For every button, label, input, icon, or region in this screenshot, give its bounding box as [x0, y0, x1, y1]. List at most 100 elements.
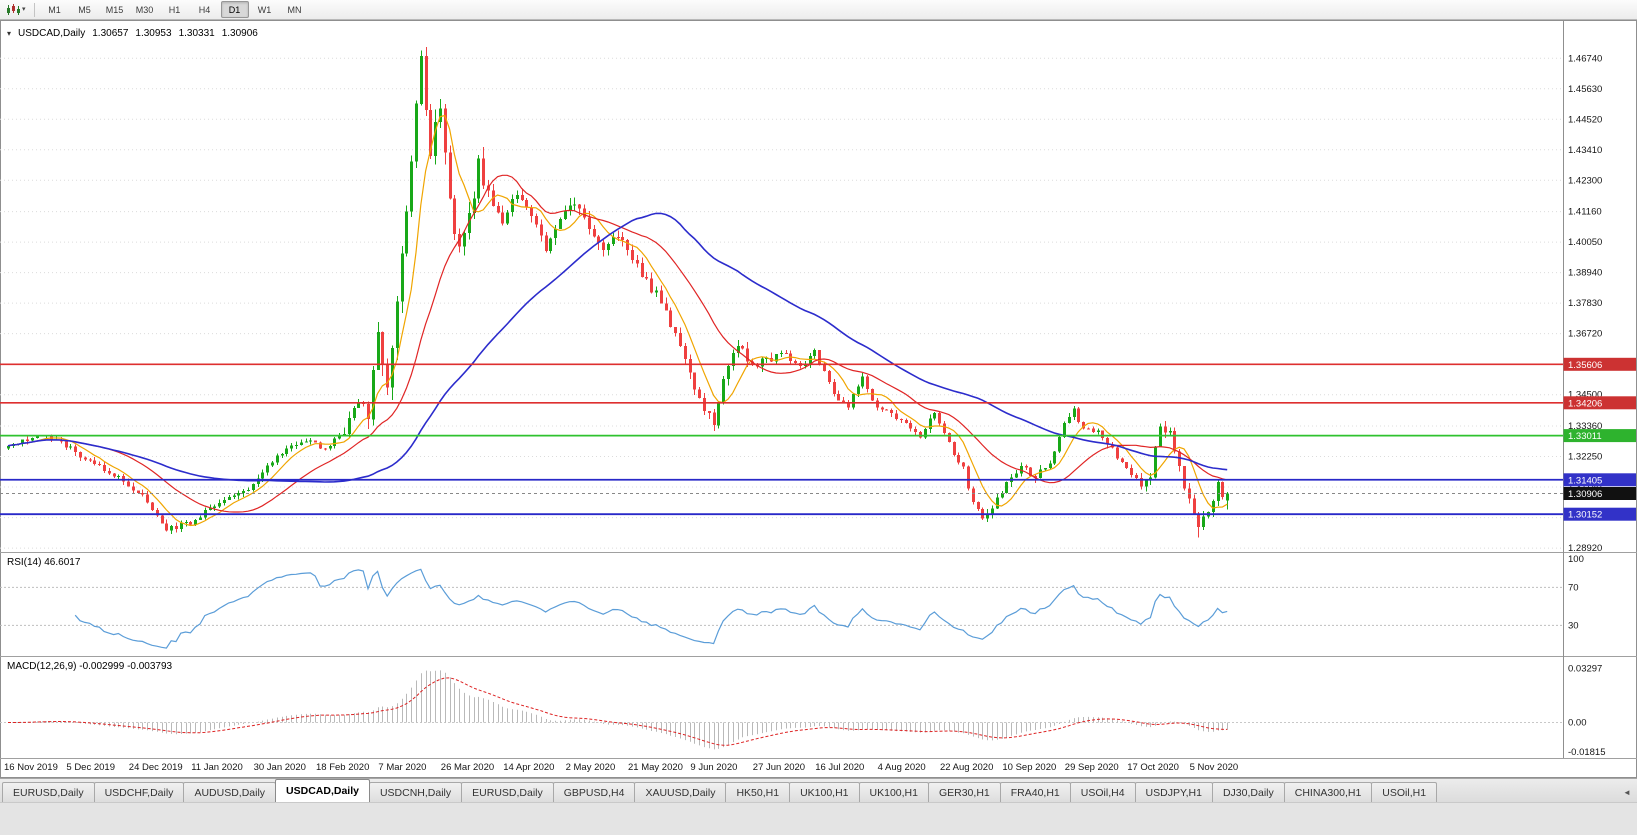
svg-text:1.40050: 1.40050 [1568, 237, 1602, 248]
date-tick-label: 10 Sep 2020 [1002, 762, 1056, 773]
tab-audusd-daily[interactable]: AUDUSD,Daily [183, 782, 277, 802]
low-value: 1.30331 [178, 28, 215, 39]
date-tick-label: 2 May 2020 [566, 762, 616, 773]
tab-usoil-h4[interactable]: USOil,H4 [1069, 782, 1136, 802]
tab-fra40-h1[interactable]: FRA40,H1 [999, 782, 1071, 802]
top-toolbar: ▾ M1 M5 M15 M30 H1 H4 D1 W1 MN [0, 0, 1637, 20]
bottom-strip [0, 802, 1637, 835]
svg-text:1.37830: 1.37830 [1568, 298, 1602, 309]
price-chart[interactable]: 1.46740 1.45630 1.44520 1.43410 1.42300 1.411… [0, 20, 1637, 778]
tab-usdchf-daily[interactable]: USDCHF,Daily [93, 782, 185, 802]
date-tick-label: 5 Nov 2020 [1190, 762, 1239, 773]
date-tick-label: 7 Mar 2020 [378, 762, 426, 773]
tab-eurusd-daily[interactable]: EURUSD,Daily [461, 782, 554, 802]
date-tick-label: 24 Dec 2019 [129, 762, 183, 773]
date-tick-label: 29 Sep 2020 [1065, 762, 1119, 773]
tab-gbpusd-h4[interactable]: GBPUSD,H4 [552, 782, 636, 802]
timeframe-button-m5[interactable]: M5 [78, 4, 91, 15]
tab-usdcad-daily[interactable]: USDCAD,Daily [275, 779, 370, 802]
macd-label: MACD(12,26,9) -0.002999 -0.003793 [7, 661, 173, 672]
date-tick-label: 16 Nov 2019 [4, 762, 58, 773]
date-tick-label: 5 Dec 2019 [66, 762, 115, 773]
rsi-pane [0, 568, 1563, 649]
close-value: 1.30906 [221, 28, 258, 39]
svg-text:-0.01815: -0.01815 [1568, 747, 1606, 758]
timeframe-button-d1[interactable]: D1 [220, 1, 249, 18]
svg-text:1.33360: 1.33360 [1568, 421, 1602, 432]
symbol-label: USDCAD,Daily [18, 28, 86, 39]
timeframe-button-m30[interactable]: M30 [135, 4, 154, 15]
svg-text:1.45630: 1.45630 [1568, 84, 1602, 95]
tab-uk100-h1[interactable]: UK100,H1 [858, 782, 929, 802]
price-badge [1563, 357, 1636, 371]
svg-text:1.35606: 1.35606 [1568, 360, 1602, 371]
chevron-down-icon: ▾ [22, 6, 26, 13]
timeframe-buttons-group: M1 M5 M15 M30 H1 H4 D1 W1 MN [40, 1, 310, 18]
tab-ger30-h1[interactable]: GER30,H1 [927, 782, 1001, 802]
chart-window[interactable]: 1.46740 1.45630 1.44520 1.43410 1.42300 1.411… [0, 20, 1637, 778]
date-tick-label: 27 Jun 2020 [753, 762, 805, 773]
timeframe-button-m15[interactable]: M15 [105, 4, 124, 15]
tab-usdjpy-h1[interactable]: USDJPY,H1 [1134, 782, 1213, 802]
date-tick-label: 18 Feb 2020 [316, 762, 369, 773]
svg-text:1.46740: 1.46740 [1568, 53, 1602, 64]
date-tick-label: 26 Mar 2020 [441, 762, 494, 773]
tab-usdcnh-daily[interactable]: USDCNH,Daily [368, 782, 463, 802]
timeframe-button-mn[interactable]: MN [287, 4, 302, 15]
timeframe-button-w1[interactable]: W1 [257, 4, 272, 15]
svg-text:1.38940: 1.38940 [1568, 268, 1602, 279]
rsi-label: RSI(14) 46.6017 [7, 557, 81, 568]
date-tick-label: 14 Apr 2020 [503, 762, 554, 773]
svg-text:1.32250: 1.32250 [1568, 452, 1602, 463]
date-tick-label: 21 May 2020 [628, 762, 683, 773]
price-badge [1563, 429, 1636, 443]
date-tick-label: 11 Jan 2020 [191, 762, 243, 773]
svg-text:1.33011: 1.33011 [1568, 431, 1602, 442]
date-tick-label: 22 Aug 2020 [940, 762, 993, 773]
symbol-ohlc-line: ▾ USDCAD,Daily 1.30657 1.30953 1.30331 1… [7, 28, 258, 39]
tab-eurusd-daily[interactable]: EURUSD,Daily [2, 782, 95, 802]
svg-text:70: 70 [1568, 582, 1579, 593]
tab-scroll-left-icon[interactable]: ◄ [1623, 788, 1631, 797]
toolbar-separator [33, 2, 35, 17]
svg-text:1.28920: 1.28920 [1568, 543, 1602, 554]
date-tick-label: 30 Jan 2020 [254, 762, 306, 773]
chart-tabs-bar: EURUSD,Daily USDCHF,Daily AUDUSD,Daily USDC… [0, 778, 1637, 802]
svg-text:1.36720: 1.36720 [1568, 329, 1602, 340]
chart-menu-icon[interactable]: ▾ [7, 29, 12, 38]
svg-text:0.00: 0.00 [1568, 718, 1587, 729]
svg-text:100: 100 [1568, 554, 1584, 565]
moving-averages-layer [7, 114, 1228, 527]
svg-text:1.34206: 1.34206 [1568, 398, 1602, 409]
svg-text:1.42300: 1.42300 [1568, 175, 1602, 186]
high-value: 1.30953 [135, 28, 172, 39]
tab-china300-h1[interactable]: CHINA300,H1 [1283, 782, 1373, 802]
svg-text:1.34500: 1.34500 [1568, 390, 1602, 401]
timeframe-button-h4[interactable]: H4 [198, 4, 211, 15]
price-badge [1563, 473, 1636, 487]
timeframe-button-m1[interactable]: M1 [48, 4, 61, 15]
tab-xauusd-daily[interactable]: XAUUSD,Daily [634, 782, 727, 802]
tab-hk50-h1[interactable]: HK50,H1 [725, 782, 791, 802]
open-value: 1.30657 [92, 28, 129, 39]
date-tick-label: 17 Oct 2020 [1127, 762, 1179, 773]
candlestick-chart-icon [7, 3, 20, 15]
tab-dj30-daily[interactable]: DJ30,Daily [1211, 782, 1285, 802]
svg-text:1.41160: 1.41160 [1568, 207, 1602, 218]
price-badge [1563, 396, 1636, 410]
macd-pane [0, 670, 1563, 750]
tab-uk100-h1[interactable]: UK100,H1 [789, 782, 860, 802]
tab-usoil-h1[interactable]: USOil,H1 [1371, 782, 1438, 802]
svg-text:0.03297: 0.03297 [1568, 664, 1602, 675]
chart-type-button[interactable]: ▾ [3, 3, 29, 17]
price-badge [1563, 507, 1636, 521]
timeframe-button-h1[interactable]: H1 [168, 4, 181, 15]
horizontal-levels-layer[interactable] [0, 363, 1563, 516]
svg-text:1.31405: 1.31405 [1568, 475, 1602, 486]
price-badges-layer: 1.35606 1.34206 1.33011 1.31405 1.30906 1.301… [1563, 357, 1636, 521]
svg-text:1.43410: 1.43410 [1568, 145, 1602, 156]
svg-text:30: 30 [1568, 620, 1579, 631]
date-tick-label: 9 Jun 2020 [690, 762, 737, 773]
price-badge [1563, 487, 1636, 500]
svg-text:1.44520: 1.44520 [1568, 114, 1602, 125]
